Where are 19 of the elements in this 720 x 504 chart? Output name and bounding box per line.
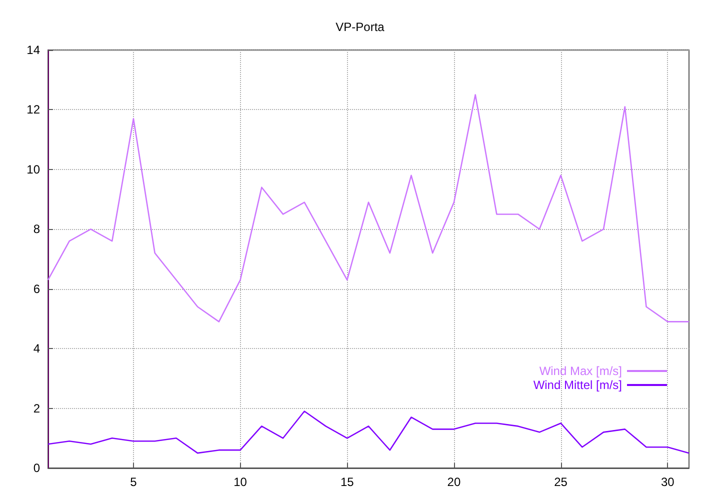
y-tick-label: 6 [33,282,40,296]
line-series [47,94,690,322]
y-tick-label: 14 [26,43,40,57]
x-tick-label: 15 [340,475,354,489]
legend-label: Wind Max [m/s] [539,364,622,378]
y-tick-label: 2 [33,401,40,416]
y-tick-label: 8 [33,222,40,236]
legend-label: Wind Mittel [m/s] [533,378,622,392]
y-tick-label: 4 [33,342,40,356]
x-tick-label: 30 [660,475,675,489]
y-tick-label: 0 [33,461,40,475]
y-tick-label: 10 [26,162,40,176]
x-tick-label: 10 [234,475,248,489]
x-tick-label: 5 [130,475,138,489]
x-tick-label: 20 [447,475,461,489]
line-series [47,410,690,454]
x-tick-label: 25 [554,475,568,489]
chart-title: VP-Porta [336,20,385,34]
y-tick-label: 12 [26,102,40,117]
